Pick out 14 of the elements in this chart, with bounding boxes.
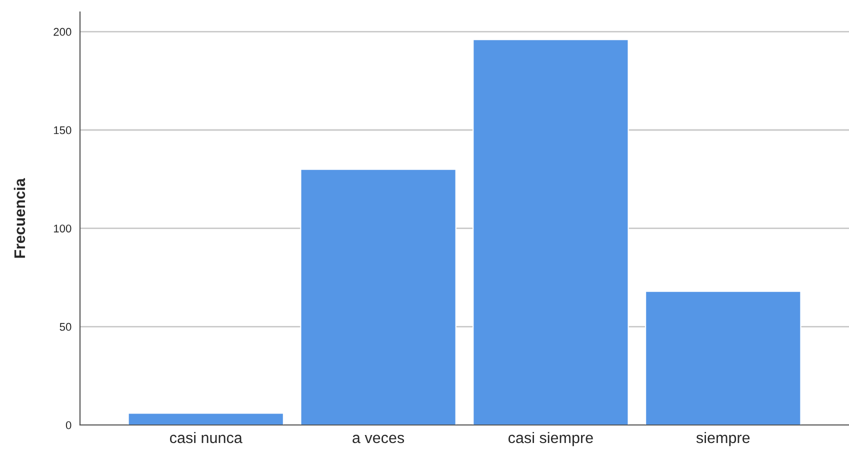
bar <box>128 412 284 425</box>
bar <box>644 290 802 425</box>
x-tick-label: casi siempre <box>508 432 593 446</box>
y-tick-label: 150 <box>54 126 72 134</box>
y-tick-label: 200 <box>54 28 72 36</box>
x-tick-label: siempre <box>696 432 750 446</box>
y-tick-label: 50 <box>60 322 72 331</box>
y-tick-label: 0 <box>66 421 72 430</box>
bar <box>300 168 456 425</box>
y-tick-label: 100 <box>54 224 72 232</box>
x-tick-label: a veces <box>352 434 404 444</box>
x-tick-label: casi nunca <box>170 432 242 444</box>
bar <box>472 38 629 425</box>
y-axis-title: Frecuencia <box>14 178 26 258</box>
